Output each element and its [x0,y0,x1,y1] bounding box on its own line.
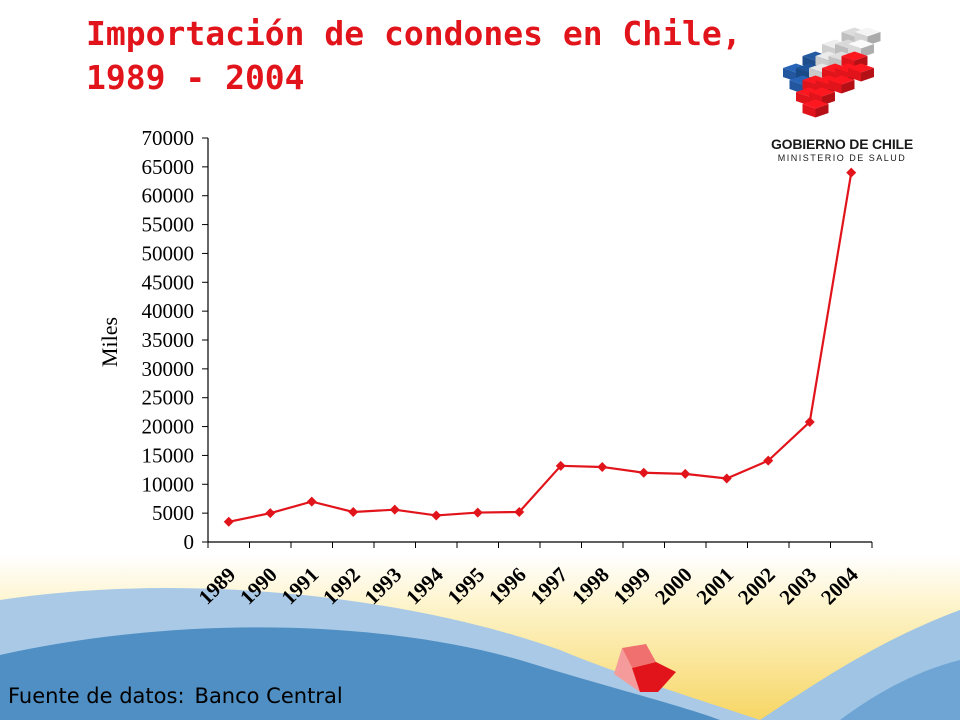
y-tick-label: 50000 [142,241,195,265]
y-tick-label: 60000 [142,184,195,208]
data-point [763,455,774,466]
logo-cube-face [783,68,796,82]
y-tick-label: 10000 [142,472,195,496]
y-axis-label: Miles [97,317,122,367]
x-tick-label: 1995 [443,563,490,610]
page-title: Importación de condones en Chile, 1989 -… [86,14,742,97]
data-point [223,516,234,527]
logo-cube-face [848,68,861,82]
x-tick-label: 1990 [235,563,282,610]
y-tick-labels: 0 5000 10000 15000 20000 25000 30000 35000 40000… [142,126,195,554]
data-point [555,460,566,471]
y-tick-label: 30000 [142,357,195,381]
logo-cube-face [828,80,842,94]
data-point [265,508,276,519]
x-tick-label: 2002 [733,563,780,610]
y-tick-label: 20000 [142,415,195,439]
x-tick-label: 1999 [609,563,656,610]
source-value: Banco Central [194,684,343,708]
y-tick-label: 70000 [142,126,195,150]
x-tick-label: 1991 [277,563,324,610]
data-point [472,507,483,518]
logo-cube-face [861,44,874,58]
y-tick-label: 45000 [142,270,195,294]
y-tick-label: 35000 [142,328,195,352]
data-point [680,468,691,479]
logo-cube-face [796,92,809,106]
y-tick-label: 65000 [142,155,195,179]
x-tick-label: 2001 [692,563,739,610]
data-point [638,467,649,478]
data-point [348,506,359,517]
line-chart: 0 5000 10000 15000 20000 25000 30000 35000 40000… [97,126,873,609]
y-tick-label: 40000 [142,299,195,323]
data-point [431,510,442,521]
cube-decoration [614,644,676,692]
chart-axes [202,137,873,548]
data-point [804,416,815,427]
data-point [389,504,400,515]
y-tick-label: 55000 [142,213,195,237]
x-tick-labels: 1989199019911992199319941995199619971998… [194,562,864,609]
data-point [846,167,857,178]
x-tick-label: 1989 [194,563,241,610]
logo-cube-face [822,92,835,106]
data-point [514,506,525,517]
logo-cube-face [867,32,881,46]
x-tick-label: 1993 [360,563,407,610]
x-tick-label: 1998 [567,563,614,610]
logo-cube-face [841,80,855,94]
y-tick-label: 0 [184,530,195,554]
y-tick-label: 25000 [142,386,195,410]
x-tick-label: 1997 [526,563,573,610]
x-tick-label: 2003 [775,563,822,610]
x-tick-label: 2004 [816,562,863,609]
x-tick-label: 2000 [650,563,697,610]
logo-cube-face [789,80,803,94]
logo-cube-face [861,68,874,82]
logo-cube-face [802,104,816,118]
series-polyline [228,172,853,523]
logo-line-2: MINISTERIO DE SALUD [777,153,907,163]
x-tick-label: 1992 [318,563,365,610]
gobierno-de-chile-logo [783,27,881,118]
logo-line-1: GOBIERNO DE CHILE [770,136,914,152]
data-source: Fuente de datos: Banco Central [8,684,353,708]
data-point [597,461,608,472]
x-tick-label: 1994 [401,562,448,609]
data-point [721,473,732,484]
logo-cube-face [815,104,829,118]
data-point [306,496,317,507]
series-line [223,167,857,527]
y-tick-label: 15000 [142,443,195,467]
y-tick-label: 5000 [152,501,194,525]
source-label: Fuente de datos: [8,684,185,708]
x-tick-label: 1996 [484,563,531,610]
